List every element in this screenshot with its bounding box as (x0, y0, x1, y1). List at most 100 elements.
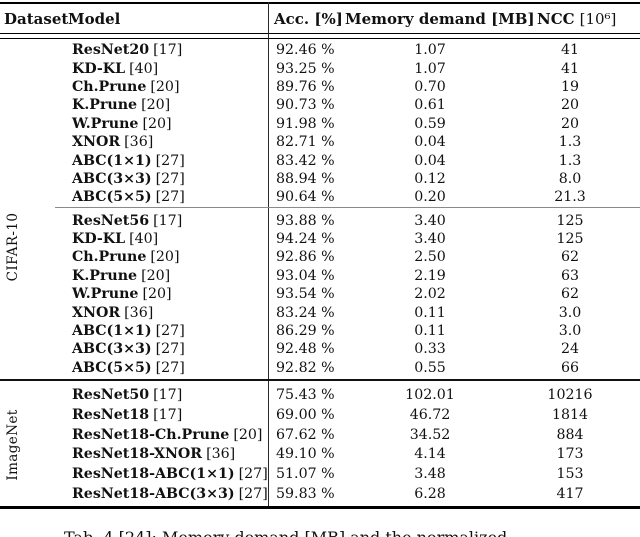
memory-cell: 0.12 (414, 170, 446, 187)
column-divider-line (268, 2, 269, 507)
table-row: K.Prune [20] 90.73 % 0.61 20 (0, 96, 640, 114)
table-row: W.Prune [20] 93.54 % 2.02 62 (0, 285, 640, 303)
table-row: K.Prune [20] 93.04 % 2.19 63 (0, 267, 640, 285)
model-cell: ResNet18-ABC(1×1) [27] (0, 466, 268, 482)
table-row: ABC(1×1) [27] 86.29 % 0.11 3.0 (0, 322, 640, 340)
memory-cell: 2.19 (414, 267, 446, 284)
accuracy-cell: 94.24 % (276, 231, 335, 248)
table-row: XNOR [36] 82.71 % 0.04 1.3 (0, 133, 640, 151)
table-row: ABC(3×3) [27] 88.94 % 0.12 8.0 (0, 170, 640, 188)
model-cell: W.Prune [20] (0, 286, 268, 302)
model-cell: ResNet20 [17] (0, 42, 268, 58)
citation-ref: [27] (238, 485, 268, 502)
memory-cell: 0.04 (414, 134, 446, 151)
model-cell: ResNet50 [17] (0, 387, 268, 403)
model-name: ResNet56 (72, 212, 150, 229)
table-row: KD-KL [40] 93.25 % 1.07 41 (0, 59, 640, 77)
citation-ref: [17] (153, 406, 183, 423)
memory-cell: 4.14 (414, 446, 446, 463)
table-header-row: Dataset Model Acc. [%] Memory demand [MB… (0, 10, 640, 32)
memory-cell: 0.61 (414, 97, 446, 114)
model-name: W.Prune (72, 286, 139, 303)
model-name: ResNet18-ABC(3×3) (72, 485, 235, 502)
memory-cell: 3.40 (414, 231, 446, 248)
memory-cell: 3.40 (414, 212, 446, 229)
model-name: ABC(5×5) (72, 189, 152, 206)
model-cell: ABC(5×5) [27] (0, 360, 268, 376)
model-name: ResNet20 (72, 42, 150, 59)
table-row: ResNet20 [17] 92.46 % 1.07 41 (0, 41, 640, 59)
table-body: ResNet20 [17] 92.46 % 1.07 41 KD-KL [40] 93.25 … (0, 41, 640, 509)
table-row: ABC(3×3) [27] 92.48 % 0.33 24 (0, 340, 640, 358)
accuracy-cell: 93.54 % (276, 286, 335, 303)
memory-cell: 2.50 (414, 249, 446, 266)
model-cell: ABC(1×1) [27] (0, 323, 268, 339)
accuracy-cell: 92.46 % (276, 42, 335, 59)
citation-ref: [27] (155, 341, 185, 358)
ncc-cell: 153 (556, 466, 584, 483)
model-name: ABC(5×5) (72, 359, 152, 376)
model-name: ABC(3×3) (72, 341, 152, 358)
citation-ref: [36] (124, 304, 154, 321)
section-separator-rule (0, 379, 640, 385)
model-cell: KD-KL [40] (0, 231, 268, 247)
table-row: ABC(5×5) [27] 90.64 % 0.20 21.3 (0, 188, 640, 206)
memory-cell: 0.70 (414, 78, 446, 95)
memory-cell: 1.07 (414, 42, 446, 59)
citation-ref: [27] (155, 323, 185, 340)
citation-ref: [27] (155, 359, 185, 376)
accuracy-cell: 93.88 % (276, 212, 335, 229)
model-name: ResNet50 (72, 386, 150, 403)
citation-ref: [20] (142, 286, 172, 303)
accuracy-cell: 51.07 % (276, 466, 335, 483)
memory-cell: 0.04 (414, 152, 446, 169)
model-name: ResNet18-XNOR (72, 446, 203, 463)
table-row: Ch.Prune [20] 89.76 % 0.70 19 (0, 78, 640, 96)
table-row: ResNet18-XNOR [36] 49.10 % 4.14 173 (0, 444, 640, 464)
memory-cell: 3.48 (414, 466, 446, 483)
ncc-cell: 19 (560, 78, 580, 95)
ncc-cell: 66 (560, 359, 580, 376)
accuracy-cell: 67.62 % (276, 426, 335, 443)
model-name: ResNet18 (72, 406, 150, 423)
model-cell: Ch.Prune [20] (0, 249, 268, 265)
table-row: ResNet18-ABC(1×1) [27] 51.07 % 3.48 153 (0, 464, 640, 484)
model-name: ResNet18-ABC(1×1) (72, 466, 235, 483)
model-cell: ResNet18-XNOR [36] (0, 446, 268, 462)
table-row: ResNet56 [17] 93.88 % 3.40 125 (0, 212, 640, 230)
memory-cell: 1.07 (414, 60, 446, 77)
model-cell: Ch.Prune [20] (0, 79, 268, 95)
table-row: ResNet18-Ch.Prune [20] 67.62 % 34.52 884 (0, 425, 640, 445)
citation-ref: [20] (233, 426, 263, 443)
accuracy-cell: 92.82 % (276, 359, 335, 376)
ncc-cell: 24 (560, 341, 580, 358)
table-row: ResNet50 [17] 75.43 % 102.01 10216 (0, 385, 640, 405)
model-cell: KD-KL [40] (0, 61, 268, 77)
memory-cell: 0.11 (414, 323, 446, 340)
ncc-cell: 3.0 (558, 304, 582, 321)
table-row: ABC(1×1) [27] 83.42 % 0.04 1.3 (0, 151, 640, 169)
dataset-label-imagenet: ImageNet (5, 409, 21, 481)
memory-cell: 102.01 (405, 386, 455, 403)
ncc-cell: 3.0 (558, 323, 582, 340)
accuracy-cell: 83.42 % (276, 152, 335, 169)
group-separator-rule (55, 206, 640, 212)
citation-ref: [40] (129, 60, 159, 77)
table-caption-fragment: Tab. 4 [24]: Memory demand [MB] and the … (64, 528, 640, 537)
table-row: ABC(5×5) [27] 92.82 % 0.55 66 (0, 359, 640, 377)
ncc-unit-label: [10⁶] (579, 10, 617, 28)
citation-ref: [27] (238, 466, 268, 483)
model-name: KD-KL (72, 60, 126, 77)
ncc-cell: 1814 (551, 406, 589, 423)
accuracy-cell: 89.76 % (276, 78, 335, 95)
accuracy-cell: 86.29 % (276, 323, 335, 340)
ncc-cell: 20 (560, 115, 580, 132)
accuracy-cell: 49.10 % (276, 446, 335, 463)
model-cell: K.Prune [20] (0, 268, 268, 284)
ncc-cell: 125 (556, 231, 584, 248)
model-cell: ABC(1×1) [27] (0, 153, 268, 169)
citation-ref: [20] (142, 115, 172, 132)
model-name: ABC(3×3) (72, 170, 152, 187)
column-header-accuracy: Acc. [%] (274, 10, 343, 28)
